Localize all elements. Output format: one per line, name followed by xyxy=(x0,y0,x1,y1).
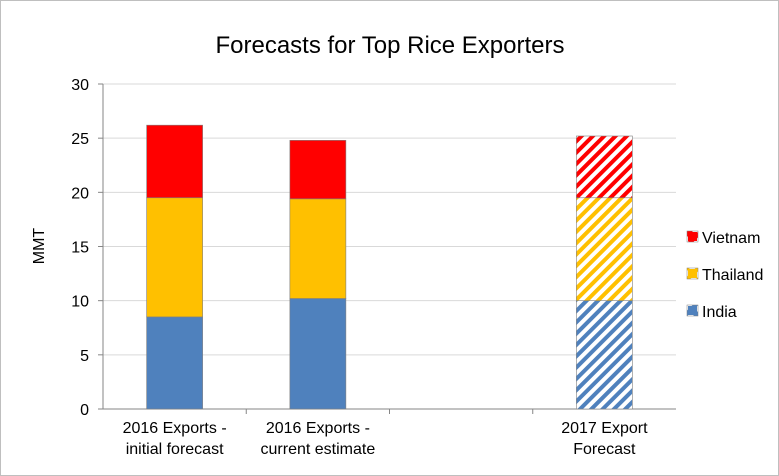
x-tick-label: 2016 Exports - xyxy=(123,420,227,437)
bar-segment-vietnam xyxy=(289,140,347,200)
y-tick-label: 15 xyxy=(71,240,89,257)
bar-segment-thailand xyxy=(576,197,633,301)
x-tick-label: Forecast xyxy=(573,441,636,458)
bar-segment-india xyxy=(289,298,347,410)
legend-label-thailand: Thailand xyxy=(702,267,763,284)
legend-swatch-fill xyxy=(688,269,697,278)
x-tick-label: 2016 Exports - xyxy=(266,420,370,437)
bars xyxy=(146,124,633,410)
y-tick-label: 25 xyxy=(71,131,89,148)
legend: Vietnam Thailand India xyxy=(686,230,763,321)
legend-label-india: India xyxy=(702,304,737,321)
y-tick-label: 5 xyxy=(80,348,89,365)
x-tick-labels: 2016 Exports - initial forecast 2016 Expor… xyxy=(123,420,648,458)
legend-swatch-fill xyxy=(688,306,697,315)
bar-segment-vietnam xyxy=(146,124,203,199)
bar-segment-thailand xyxy=(146,197,203,318)
y-tick-label: 0 xyxy=(80,402,89,419)
bar-segment-thailand xyxy=(289,198,347,299)
bar-segment-india xyxy=(576,300,633,410)
x-tick-label: 2017 Export xyxy=(561,420,648,437)
legend-swatch-fill xyxy=(688,232,697,241)
y-tick-labels: 0 5 10 15 20 25 30 xyxy=(71,77,89,419)
bar-segment-vietnam xyxy=(576,135,633,199)
y-axis-title: MMT xyxy=(31,228,48,265)
y-tick-label: 10 xyxy=(71,294,89,311)
chart-title: Forecasts for Top Rice Exporters xyxy=(215,32,564,59)
x-tick-label: current estimate xyxy=(261,441,376,458)
bar-segment-india xyxy=(146,316,203,410)
y-tick-label: 20 xyxy=(71,185,89,202)
y-tick-label: 30 xyxy=(71,77,89,94)
legend-label-vietnam: Vietnam xyxy=(702,230,760,247)
x-tick-label: initial forecast xyxy=(126,441,224,458)
